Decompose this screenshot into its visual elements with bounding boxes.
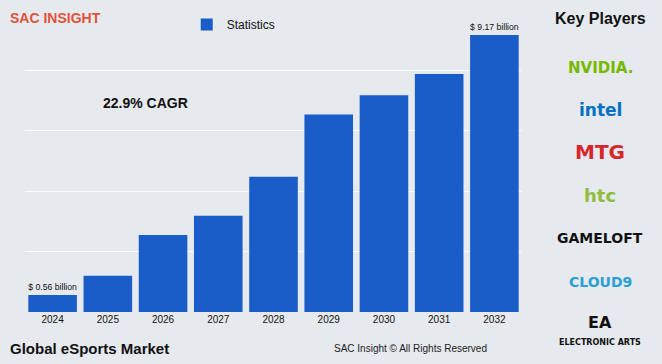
svg-text:2030: 2030 [373, 314, 396, 325]
svg-text:$ 0.56 billion: $ 0.56 billion [28, 282, 77, 292]
svg-text:2028: 2028 [262, 314, 285, 325]
svg-text:2025: 2025 [97, 314, 120, 325]
svg-text:intel: intel [579, 100, 622, 120]
svg-text:SAC Insight © All Rights Reser: SAC Insight © All Rights Reserved [334, 343, 487, 354]
svg-text:NVIDIA.: NVIDIA. [568, 59, 633, 77]
svg-text:2024: 2024 [41, 314, 64, 325]
svg-text:GAMELOFT: GAMELOFT [557, 230, 643, 246]
svg-text:Global eSports Market: Global eSports Market [10, 340, 169, 357]
svg-text:EA: EA [588, 313, 612, 332]
svg-text:2031: 2031 [428, 314, 451, 325]
svg-text:$ 9.17 billion: $ 9.17 billion [470, 22, 519, 32]
svg-text:SAC INSIGHT: SAC INSIGHT [10, 10, 101, 26]
svg-text:2029: 2029 [318, 314, 341, 325]
svg-text:22.9% CAGR: 22.9% CAGR [103, 95, 188, 111]
svg-text:Statistics: Statistics [227, 18, 275, 32]
svg-text:2027: 2027 [207, 314, 230, 325]
svg-text:CLOUD9: CLOUD9 [569, 274, 632, 290]
svg-text:MTG: MTG [575, 140, 625, 164]
svg-text:Key Players: Key Players [555, 10, 646, 27]
svg-text:2026: 2026 [152, 314, 175, 325]
svg-text:ELECTRONIC ARTS: ELECTRONIC ARTS [559, 338, 641, 347]
svg-text:2032: 2032 [483, 314, 506, 325]
svg-text:htc: htc [584, 185, 616, 206]
